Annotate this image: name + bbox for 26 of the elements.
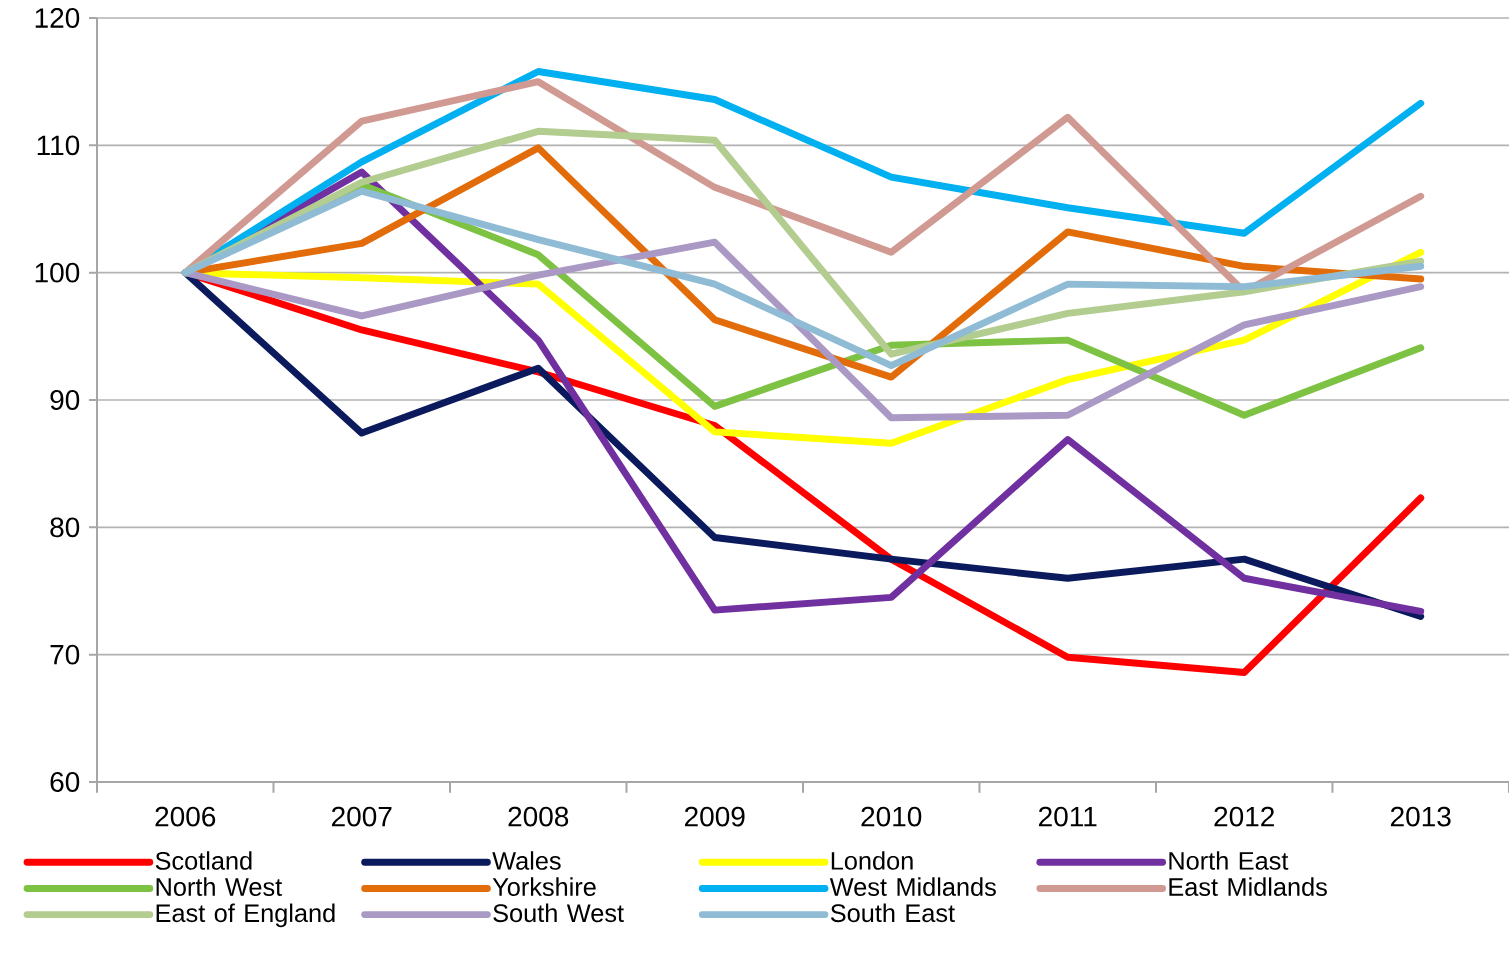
x-tick-label: 2010 — [861, 806, 922, 827]
x-tick-label: 2012 — [1214, 806, 1274, 827]
x-tick-label: 2011 — [1039, 806, 1097, 827]
x-tick-label: 2006 — [155, 806, 216, 827]
legend-label: Wales — [492, 851, 561, 870]
x-tick-label: 2007 — [332, 806, 392, 827]
x-tick-label: 2008 — [508, 806, 569, 827]
legend-label: North East — [1169, 851, 1289, 870]
legend-label: London — [831, 851, 913, 870]
legend-label: East Midlands — [1169, 877, 1327, 896]
y-tick-label: 90 — [50, 390, 80, 410]
y-tick-label: 80 — [50, 517, 80, 538]
x-tick-label: 2013 — [1390, 806, 1451, 827]
legend-label: South East — [830, 903, 955, 923]
y-tick-label: 60 — [50, 772, 80, 792]
legend-label: East of England — [156, 903, 335, 928]
legend-label: Yorkshire — [492, 877, 596, 896]
y-tick-label: 120 — [35, 8, 80, 28]
legend-label: West Midlands — [829, 877, 996, 896]
y-tick-label: 110 — [37, 135, 80, 156]
legend-label: North West — [156, 877, 283, 896]
legend-label: South West — [493, 903, 624, 923]
y-tick-label: 70 — [50, 644, 80, 665]
y-tick-label: 100 — [35, 262, 80, 283]
legend-label: Scotland — [155, 851, 252, 870]
x-tick-label: 2009 — [684, 806, 745, 827]
